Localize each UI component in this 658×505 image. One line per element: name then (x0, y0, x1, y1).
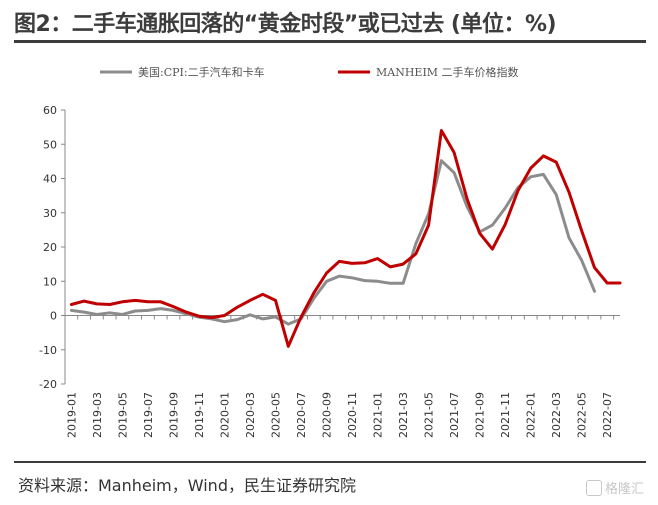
x-tick-label: 2019-09 (167, 392, 180, 438)
y-tick-label: -10 (39, 344, 57, 357)
x-tick-label: 2021-05 (423, 392, 436, 438)
legend-label-manheim: MANHEIM 二手车价格指数 (376, 65, 519, 79)
x-tick-label: 2019-07 (142, 392, 155, 438)
x-tick-label: 2022-07 (601, 392, 614, 438)
x-tick-label: 2021-07 (448, 392, 461, 438)
x-tick-label: 2019-01 (65, 392, 78, 438)
y-tick-label: 60 (43, 104, 57, 117)
x-tick-label: 2020-07 (295, 392, 308, 438)
legend-label-cpi: 美国:CPI:二手汽车和卡车 (138, 65, 265, 79)
x-tick-label: 2020-01 (218, 392, 231, 438)
chart-series (69, 129, 622, 348)
source-note: 资料来源：Manheim，Wind，民生证券研究院 (18, 476, 356, 495)
series-line-manheim (69, 129, 622, 348)
x-tick-label: 2019-05 (116, 392, 129, 438)
title-divider (14, 40, 646, 43)
x-tick-label: 2021-03 (397, 392, 410, 438)
x-tick-label: 2020-11 (346, 392, 359, 438)
y-tick-label: 10 (43, 275, 57, 288)
series-line-cpi (69, 159, 596, 326)
watermark-logo-icon (585, 480, 602, 496)
y-tick-label: -20 (39, 378, 57, 391)
x-tick-label: 2019-03 (91, 392, 104, 438)
chart-legend: 美国:CPI:二手汽车和卡车 MANHEIM 二手车价格指数 (100, 65, 519, 79)
x-tick-label: 2021-11 (499, 392, 512, 438)
x-tick-label: 2020-09 (321, 392, 334, 438)
line-chart: 美国:CPI:二手汽车和卡车 MANHEIM 二手车价格指数 -20 -10 0 10… (39, 65, 622, 438)
x-tick-label: 2022-03 (550, 392, 563, 438)
x-tick-label: 2022-05 (576, 392, 589, 438)
x-tick-label: 2021-09 (474, 392, 487, 438)
y-tick-label: 20 (43, 241, 57, 254)
chart-title: 图2：二手车通胀回落的“黄金时段”或已过去 (单位：%) (14, 12, 557, 37)
y-tick-label: 30 (43, 207, 57, 220)
x-tick-label: 2020-03 (244, 392, 257, 438)
y-tick-label: 40 (43, 173, 57, 186)
x-tick-label: 2019-11 (193, 392, 206, 438)
chart-axes: -20 -10 0 10 20 30 40 50 60 2019-01 2019-03 2019-05… (39, 104, 620, 438)
x-tick-label: 2021-01 (372, 392, 385, 438)
x-tick-label: 2022-01 (525, 392, 538, 438)
x-tick-label: 2020-05 (270, 392, 283, 438)
y-tick-label: 0 (50, 310, 57, 323)
y-tick-label: 50 (43, 138, 57, 151)
watermark-text: 格隆汇 (604, 482, 644, 497)
source-divider (14, 461, 646, 463)
watermark: 格隆汇 (585, 478, 644, 497)
